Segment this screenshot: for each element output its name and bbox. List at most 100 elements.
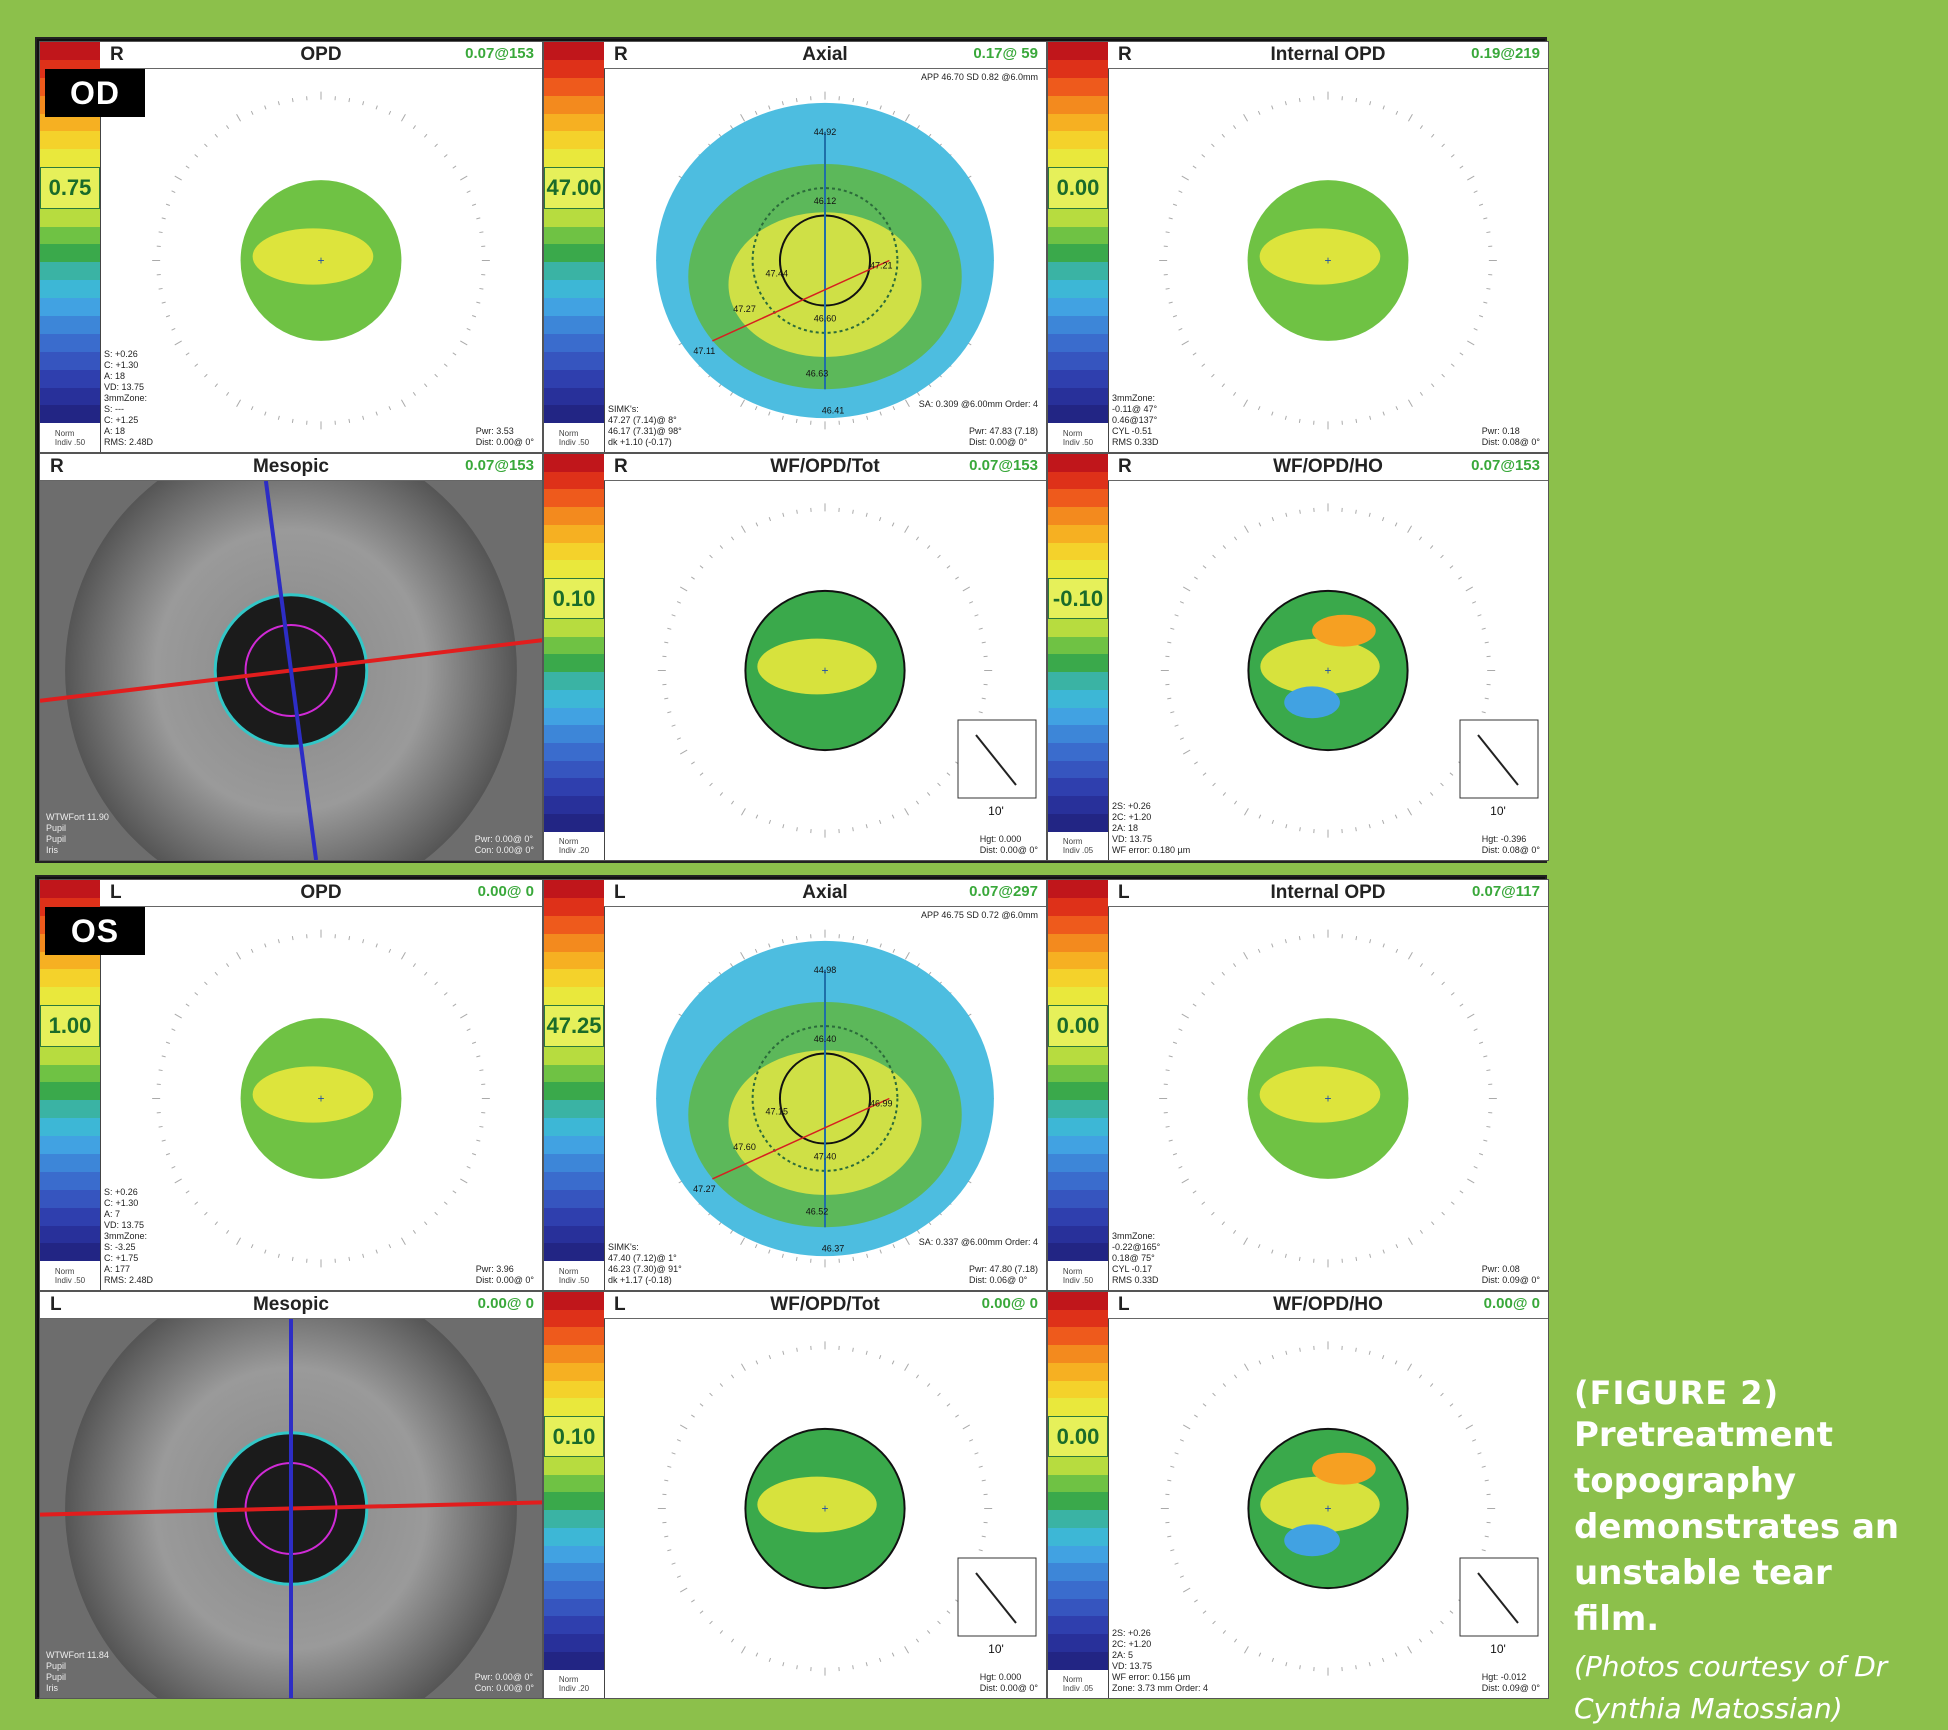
scale-cell bbox=[1048, 60, 1108, 78]
degree-tick bbox=[1222, 134, 1225, 137]
scale-center-value: 47.25 bbox=[544, 1005, 604, 1046]
degree-tick bbox=[1396, 111, 1398, 115]
scale-cell bbox=[1048, 472, 1108, 490]
degree-tick bbox=[667, 1550, 671, 1551]
topography-map: +10' bbox=[604, 1319, 1046, 1698]
scale-cell bbox=[40, 1065, 100, 1083]
degree-tick bbox=[1299, 98, 1300, 102]
degree-tick bbox=[782, 1254, 783, 1258]
degree-tick bbox=[1431, 1222, 1434, 1225]
scale-cell bbox=[544, 489, 604, 507]
scale-cell bbox=[40, 1172, 100, 1190]
footer-readout: Pwr: 0.00@ 0° Con: 0.00@ 0° bbox=[475, 1672, 534, 1694]
degree-tick bbox=[1193, 1004, 1196, 1006]
degree-tick bbox=[769, 412, 770, 416]
degree-tick bbox=[1166, 1126, 1170, 1127]
degree-tick bbox=[1472, 602, 1476, 604]
degree-tick bbox=[1479, 316, 1483, 317]
degree-tick bbox=[204, 374, 207, 377]
scale-cell bbox=[1048, 725, 1108, 743]
degree-tick bbox=[853, 827, 854, 831]
degree-tick bbox=[1408, 1364, 1412, 1371]
footer-readout: Pwr: 47.83 (7.18) Dist: 0.00@ 0° bbox=[969, 426, 1038, 448]
scale-cell bbox=[544, 1546, 604, 1564]
degree-tick bbox=[1183, 750, 1190, 754]
degree-tick bbox=[1442, 982, 1445, 985]
k-value-label: 47.15 bbox=[765, 1107, 788, 1117]
degree-tick bbox=[204, 982, 207, 985]
degree-tick bbox=[1203, 773, 1206, 776]
degree-tick bbox=[1193, 166, 1196, 168]
scale-cell bbox=[544, 1652, 604, 1670]
degree-tick bbox=[938, 783, 941, 786]
degree-tick bbox=[265, 1250, 266, 1254]
degree-tick bbox=[969, 1440, 973, 1442]
scale-norm-label: Norm Indiv .50 bbox=[544, 423, 604, 452]
degree-tick bbox=[1193, 353, 1196, 355]
degree-tick bbox=[1479, 1042, 1483, 1043]
degree-tick bbox=[1211, 144, 1214, 147]
scale-cell bbox=[1048, 1475, 1108, 1493]
scale-cell bbox=[1048, 262, 1108, 280]
scale-norm-label: Norm Indiv .50 bbox=[1048, 423, 1108, 452]
scale-cell bbox=[544, 1457, 604, 1475]
degree-tick bbox=[472, 316, 476, 317]
degree-tick bbox=[467, 191, 471, 193]
degree-tick bbox=[741, 952, 745, 959]
degree-tick bbox=[467, 1166, 471, 1168]
degree-tick bbox=[1300, 827, 1301, 831]
scale-cell bbox=[1048, 280, 1108, 298]
degree-tick bbox=[741, 526, 745, 533]
degree-tick bbox=[1431, 384, 1434, 387]
degree-tick bbox=[1300, 510, 1301, 514]
scale-cell bbox=[1048, 1065, 1108, 1083]
scale-cell bbox=[544, 280, 604, 298]
degree-tick bbox=[1441, 783, 1444, 786]
degree-tick bbox=[730, 1230, 732, 1233]
k-value-label: 47.60 bbox=[733, 1142, 756, 1152]
scale-cell bbox=[544, 1563, 604, 1581]
degree-tick bbox=[916, 1375, 918, 1378]
degree-tick bbox=[782, 416, 783, 420]
degree-tick bbox=[975, 615, 979, 616]
degree-tick bbox=[1483, 302, 1487, 303]
degree-tick bbox=[1169, 218, 1173, 219]
degree-tick bbox=[1222, 972, 1225, 975]
stats-readout: 3mmZone: -0.11@ 47° 0.46@137° CYL -0.51 … bbox=[1112, 393, 1159, 448]
degree-tick bbox=[1485, 642, 1489, 643]
degree-tick bbox=[1482, 1466, 1486, 1467]
degree-tick bbox=[667, 712, 671, 713]
degree-tick bbox=[892, 523, 894, 527]
degree-tick bbox=[435, 144, 438, 147]
degree-tick bbox=[769, 517, 770, 521]
degree-tick bbox=[879, 1658, 880, 1662]
scale-cell bbox=[544, 1047, 604, 1065]
degree-tick bbox=[1233, 392, 1235, 395]
degree-tick bbox=[1486, 1070, 1490, 1071]
scale-norm-label: Norm Indiv .20 bbox=[544, 832, 604, 860]
degree-tick bbox=[166, 1154, 170, 1155]
degree-tick bbox=[1233, 125, 1235, 128]
degree-tick bbox=[710, 783, 713, 786]
topography-map: + bbox=[100, 69, 542, 452]
degree-tick bbox=[905, 1238, 909, 1245]
k-value-label: 47.40 bbox=[814, 1152, 837, 1162]
degree-tick bbox=[1299, 936, 1300, 940]
psf-box bbox=[1460, 1558, 1538, 1636]
degree-tick bbox=[195, 1202, 198, 1205]
degree-tick bbox=[444, 155, 447, 158]
degree-tick bbox=[853, 98, 854, 102]
stats-readout: 3mmZone: -0.22@165° 0.18@ 75° CYL -0.17 … bbox=[1112, 1231, 1160, 1286]
degree-tick bbox=[1175, 725, 1179, 726]
degree-tick bbox=[166, 1042, 170, 1043]
degree-tick bbox=[1175, 615, 1179, 616]
degree-tick bbox=[162, 302, 166, 303]
degree-tick bbox=[853, 510, 854, 514]
degree-tick bbox=[1259, 523, 1261, 527]
degree-tick bbox=[363, 1254, 364, 1258]
degree-tick bbox=[1213, 783, 1216, 786]
topography-map: +10' bbox=[604, 481, 1046, 860]
degree-tick bbox=[1223, 545, 1226, 548]
